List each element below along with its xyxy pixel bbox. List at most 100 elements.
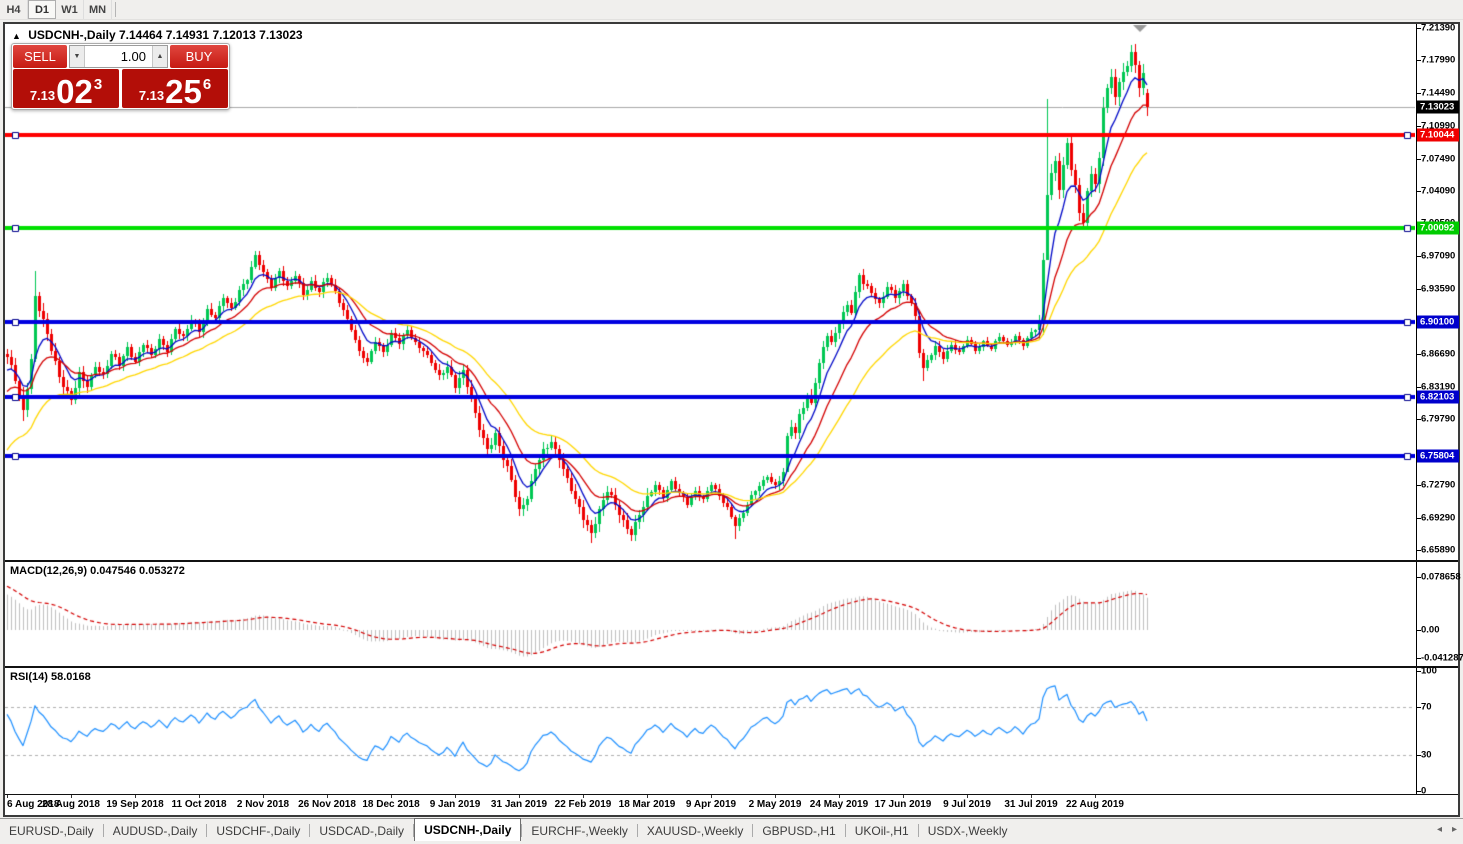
price-axis-label: 6.72790	[1421, 479, 1456, 491]
date-tick	[775, 795, 776, 798]
date-tick	[647, 795, 648, 798]
sell-button[interactable]: SELL	[13, 45, 67, 68]
date-tick	[1031, 795, 1032, 798]
rsi-label: RSI(14) 58.0168	[10, 671, 91, 683]
current-price-box: 7.13023	[1417, 100, 1459, 114]
tf-button-h4[interactable]: H4	[0, 0, 28, 19]
axis-tick	[1417, 707, 1421, 708]
tab-divider	[917, 824, 919, 837]
tab-gbpusd-h1[interactable]: GBPUSD-,H1	[762, 823, 836, 838]
volume-input[interactable]	[85, 46, 152, 67]
date-label: 24 May 2019	[809, 799, 869, 810]
date-tick	[263, 795, 264, 798]
date-label: 11 Oct 2018	[171, 799, 227, 810]
axis-tick	[1417, 671, 1421, 672]
sell-price-pips: 02	[56, 73, 93, 110]
tf-button-mn[interactable]: MN	[84, 0, 113, 19]
date-tick	[455, 795, 456, 798]
tab-usdcad-daily[interactable]: USDCAD-,Daily	[319, 823, 405, 838]
date-tick	[583, 795, 584, 798]
tab-divider	[102, 824, 104, 837]
macd-axis-label: 0.00	[1421, 624, 1440, 636]
chart-window: 7.21390 7.17990 7.14490 7.10990 7.07490 7.040…	[3, 22, 1463, 817]
date-label: 9 Jul 2019	[943, 799, 991, 810]
tab-divider	[206, 824, 208, 837]
buy-button[interactable]: BUY	[170, 45, 228, 68]
date-label: 28 Aug 2018	[42, 799, 100, 810]
level-price-box: 7.00092	[1417, 221, 1459, 235]
date-label: 31 Jan 2019	[490, 799, 548, 810]
axis-tick	[1417, 60, 1421, 61]
date-tick	[1095, 795, 1096, 798]
volume-increase-icon[interactable]: ▲	[152, 46, 167, 67]
volume-decrease-icon[interactable]: ▼	[70, 46, 85, 67]
tab-scroll-right-icon[interactable]: ▸	[1451, 824, 1457, 835]
date-label: 22 Feb 2019	[554, 799, 612, 810]
level-price-box: 6.75804	[1417, 449, 1459, 463]
date-label: 22 Aug 2019	[1066, 799, 1124, 810]
tab-divider	[844, 824, 846, 837]
date-label: 31 Jul 2019	[1004, 799, 1058, 810]
date-label: 18 Mar 2019	[618, 799, 676, 810]
axis-tick	[1417, 28, 1421, 29]
price-axis-label: 7.04090	[1421, 185, 1456, 197]
tab-divider	[752, 824, 754, 837]
tf-button-d1[interactable]: D1	[28, 0, 56, 19]
date-tick	[7, 795, 8, 798]
rsi-axis-label: 30	[1421, 749, 1432, 761]
rsi-axis: 100 70 30 0	[1416, 665, 1458, 797]
price-axis-label: 6.83190	[1421, 381, 1456, 393]
tab-divider	[309, 824, 311, 837]
title-symbol: USDCNH-,Daily	[28, 28, 116, 42]
date-tick	[711, 795, 712, 798]
rsi-canvas[interactable]	[5, 668, 1415, 794]
date-tick	[903, 795, 904, 798]
rsi-axis-label: 100	[1421, 665, 1437, 677]
axis-tick	[1417, 387, 1421, 388]
axis-tick	[1417, 791, 1421, 792]
title-open: 7.14464	[118, 28, 163, 42]
date-tick	[519, 795, 520, 798]
macd-axis: 0.078658 0.00 -0.041287	[1416, 562, 1463, 666]
tab-ukoil-h1[interactable]: UKOil-,H1	[854, 823, 909, 838]
panel-separator[interactable]	[5, 560, 1458, 562]
tab-eurchf-weekly[interactable]: EURCHF-,Weekly	[531, 823, 628, 838]
tab-scroll-left-icon[interactable]: ◂	[1436, 824, 1442, 835]
title-low: 7.12013	[212, 28, 256, 42]
symbol-title: ▲ USDCNH-,Daily 7.14464 7.14931 7.12013 …	[12, 28, 303, 42]
price-axis-label: 6.65890	[1421, 544, 1456, 556]
price-axis-label: 6.86690	[1421, 348, 1456, 360]
buy-price-display[interactable]: 7.13 25 6	[122, 69, 228, 108]
tab-eurusd-daily[interactable]: EURUSD-,Daily	[9, 823, 94, 838]
axis-tick	[1417, 191, 1421, 192]
price-axis-label: 7.10990	[1421, 120, 1456, 132]
tab-usdx-weekly[interactable]: USDX-,Weekly	[927, 823, 1008, 838]
tab-xauusd-weekly[interactable]: XAUUSD-,Weekly	[646, 823, 744, 838]
tab-usdcnh-daily[interactable]: USDCNH-,Daily	[414, 818, 522, 841]
date-tick	[71, 795, 72, 798]
buy-price-pips: 25	[165, 73, 202, 110]
axis-tick	[1417, 354, 1421, 355]
axis-tick	[1417, 630, 1421, 631]
tab-nav: ◂ ▸	[1437, 824, 1457, 835]
tab-audusd-daily[interactable]: AUDUSD-,Daily	[112, 823, 198, 838]
axis-tick	[1417, 577, 1421, 578]
price-axis-label: 7.21390	[1421, 22, 1456, 34]
date-label: 19 Sep 2018	[106, 799, 164, 810]
axis-tick	[1417, 518, 1421, 519]
main-chart-canvas[interactable]	[5, 24, 1415, 560]
date-label: 9 Jan 2019	[429, 799, 481, 810]
sell-price-point: 3	[93, 76, 103, 93]
main-chart-panel: 7.21390 7.17990 7.14490 7.10990 7.07490 7.040…	[5, 22, 1459, 560]
tf-button-w1[interactable]: W1	[56, 0, 84, 19]
rsi-panel: 100 70 30 0 RSI(14) 58.0168	[5, 665, 1458, 797]
level-price-box: 6.90100	[1417, 315, 1459, 329]
tab-usdchf-daily[interactable]: USDCHF-,Daily	[216, 823, 301, 838]
sell-price-display[interactable]: 7.13 02 3	[13, 69, 119, 108]
axis-tick	[1417, 419, 1421, 420]
date-label: 6 Aug 2018	[7, 799, 60, 810]
date-label: 9 Apr 2019	[685, 799, 737, 810]
macd-canvas[interactable]	[5, 562, 1415, 666]
panel-separator[interactable]	[5, 666, 1458, 668]
axis-tick	[1417, 256, 1421, 257]
